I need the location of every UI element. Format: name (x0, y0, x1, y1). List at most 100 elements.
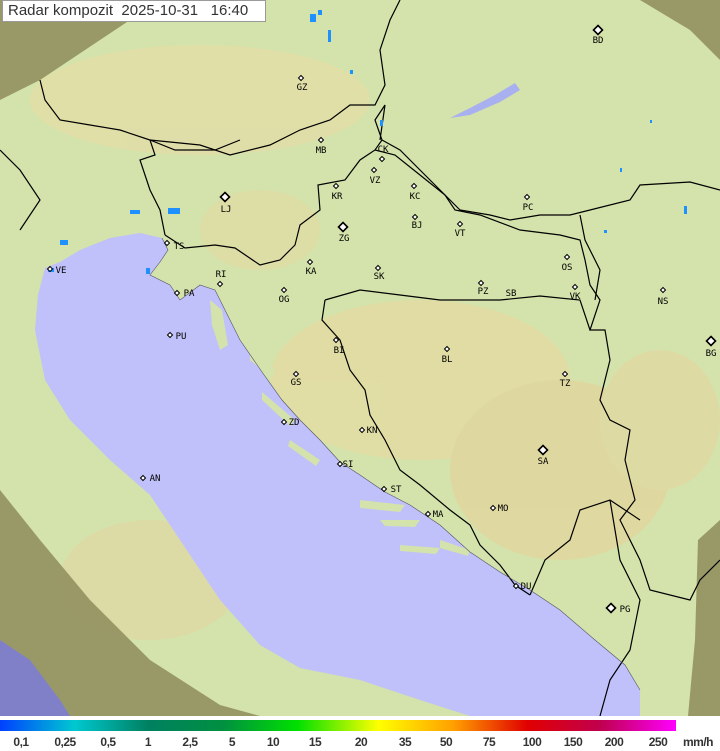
legend-color-scale (0, 720, 676, 731)
legend-label: 100 (522, 735, 542, 749)
city-zd: ZD (280, 418, 300, 428)
city-marker-icon (336, 460, 344, 468)
city-marker-icon (443, 345, 451, 353)
map-time: 16:40 (210, 2, 249, 19)
city-sk: SK (374, 264, 385, 282)
city-marker-icon (512, 582, 520, 590)
city-marker-icon (370, 166, 378, 174)
city-vt: VT (455, 220, 466, 239)
city-os: OS (562, 253, 573, 273)
city-marker-icon (139, 474, 147, 482)
legend-label: 20 (354, 735, 368, 749)
city-label: KR (332, 192, 343, 202)
city-label: SB (506, 289, 517, 299)
city-marker-icon (306, 258, 314, 266)
city-label: ST (391, 485, 402, 495)
city-pa: PA (173, 289, 195, 299)
city-label: VE (56, 266, 67, 276)
legend-label: 200 (604, 735, 624, 749)
legend-label: 250 (648, 735, 668, 749)
city-label: TS (174, 242, 185, 252)
city-label: MB (316, 146, 327, 156)
city-label: PG (620, 605, 631, 615)
city-marker-icon (163, 239, 171, 247)
legend-label: 75 (482, 735, 496, 749)
city-label: GS (291, 378, 302, 388)
city-marker-icon (561, 370, 569, 378)
map-title: Radar kompozit (8, 2, 114, 19)
city-label: BD (593, 36, 604, 46)
city-marker-icon (523, 193, 531, 201)
city-label: ZD (289, 418, 300, 428)
relief-shading (30, 45, 720, 640)
legend-label: 5 (228, 735, 236, 749)
city-marker-icon (424, 510, 432, 518)
city-mo: MO (489, 504, 509, 514)
city-label: PU (176, 332, 187, 342)
city-label: BL (442, 355, 453, 365)
city-pz: PZ (478, 279, 489, 297)
city-marker-icon (571, 283, 579, 291)
city-label: AN (150, 474, 161, 484)
radar-map[interactable]: BD GZ MB CK VZ KR KC LJ ZG BJ VT PC TS VE KA SK RI PA OG PZ… (0, 0, 720, 716)
city-pc: PC (523, 193, 533, 213)
city-label: PA (184, 289, 195, 299)
city-marker-icon (378, 155, 386, 163)
city-sa: SA (537, 444, 549, 467)
city-label: KC (410, 192, 421, 202)
city-markers: BD GZ MB CK VZ KR KC LJ ZG BJ VT PC TS VE KA SK RI PA OG PZ… (46, 24, 717, 615)
city-label: KA (306, 267, 317, 277)
city-marker-icon (292, 370, 300, 378)
city-label: ZG (339, 234, 350, 244)
city-ck: CK (378, 145, 389, 163)
city-marker-icon (216, 280, 224, 288)
city-pu: PU (166, 331, 187, 342)
legend-label: 10 (266, 735, 280, 749)
city-label: VK (570, 292, 581, 302)
city-vz: VZ (370, 166, 381, 186)
city-label: DU (521, 582, 532, 592)
legend-label: 0,5 (100, 735, 116, 749)
legend-label: 2,5 (182, 735, 198, 749)
city-label: RI (216, 270, 227, 280)
city-bd: BD (592, 24, 604, 46)
legend-label: 0,25 (54, 735, 76, 749)
city-zg: ZG (337, 221, 350, 244)
legend-label: 150 (563, 735, 583, 749)
city-vk: VK (570, 283, 581, 302)
city-marker-icon (489, 504, 497, 512)
legend-label: 35 (398, 735, 412, 749)
outside-coverage (0, 0, 720, 716)
city-label: SK (374, 272, 385, 282)
city-marker-icon (332, 182, 340, 190)
city-label: PZ (478, 287, 489, 297)
city-marker-icon (659, 286, 667, 294)
city-ka: KA (306, 258, 317, 277)
city-marker-icon (374, 264, 382, 272)
city-label: MO (498, 504, 509, 514)
coastline (149, 237, 641, 691)
city-label: BG (706, 349, 717, 359)
legend-label: 1 (144, 735, 152, 749)
legend-label: 15 (308, 735, 322, 749)
city-marker-icon (605, 602, 617, 614)
city-bl: BL (442, 345, 453, 365)
city-label: OS (562, 263, 573, 273)
city-st: ST (380, 485, 402, 495)
city-marker-icon (537, 444, 549, 456)
city-marker-icon (411, 213, 419, 221)
city-marker-icon (456, 220, 464, 228)
city-marker-icon (173, 289, 181, 297)
city-sb: SB (506, 289, 517, 299)
city-marker-icon (358, 426, 366, 434)
city-label: VZ (370, 176, 381, 186)
city-kn: KN (358, 426, 377, 436)
city-gs: GS (291, 370, 302, 388)
city-ns: NS (658, 286, 668, 307)
city-marker-icon (592, 24, 604, 36)
city-label: SI (343, 460, 354, 470)
city-marker-icon (332, 336, 340, 344)
city-marker-icon (380, 485, 388, 493)
city-bj: BJ (411, 213, 422, 231)
